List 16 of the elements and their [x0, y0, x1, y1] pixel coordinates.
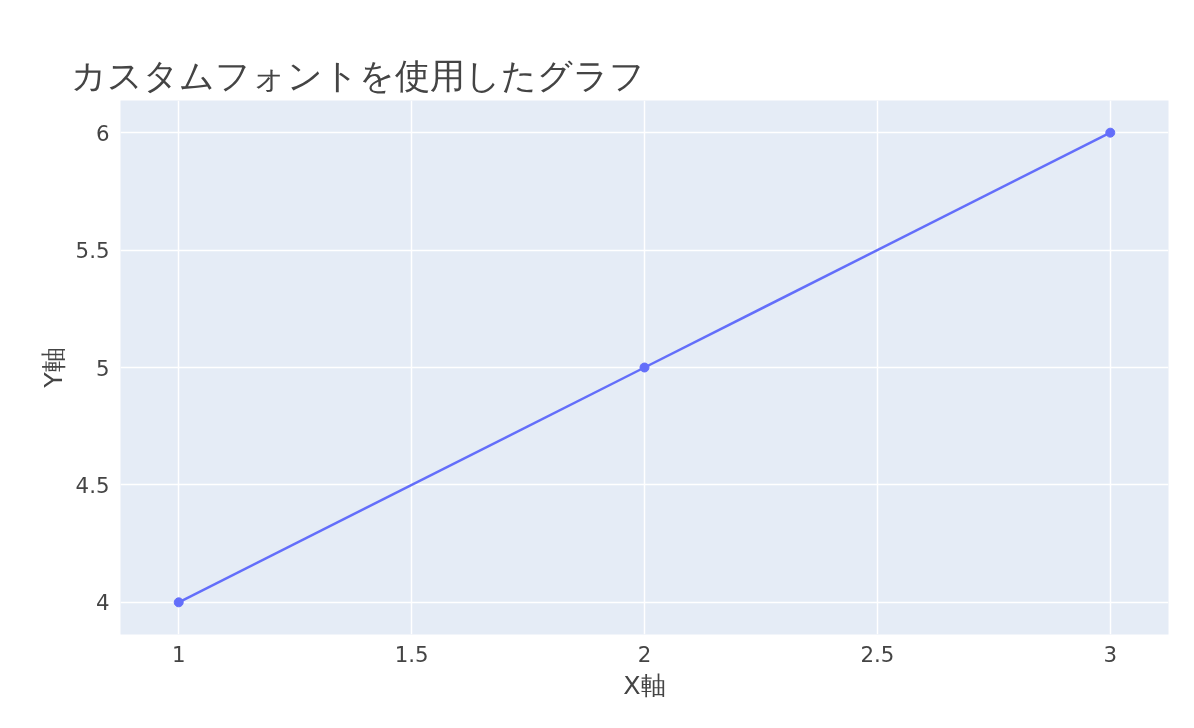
chart-title: カスタムフォントを使用したグラフ: [70, 55, 645, 96]
y-axis-title: Y軸: [37, 347, 68, 389]
point: [1105, 127, 1116, 138]
y-tick-label: 5: [95, 355, 110, 381]
point: [173, 597, 184, 608]
x-axis-title: X軸: [623, 669, 666, 700]
x-tick-label: 1: [171, 641, 186, 667]
y-tick-label: 5.5: [75, 238, 110, 264]
x-tick-label: 1.5: [394, 641, 429, 667]
point: [639, 362, 650, 373]
x-tick-label: 2: [637, 641, 652, 667]
y-tick-label: 4.5: [75, 472, 110, 498]
y-tick-label: 6: [95, 120, 110, 146]
x-tick-label: 3: [1103, 641, 1118, 667]
x-tick-label: 2.5: [860, 641, 895, 667]
y-tick-label: 4: [95, 590, 110, 616]
